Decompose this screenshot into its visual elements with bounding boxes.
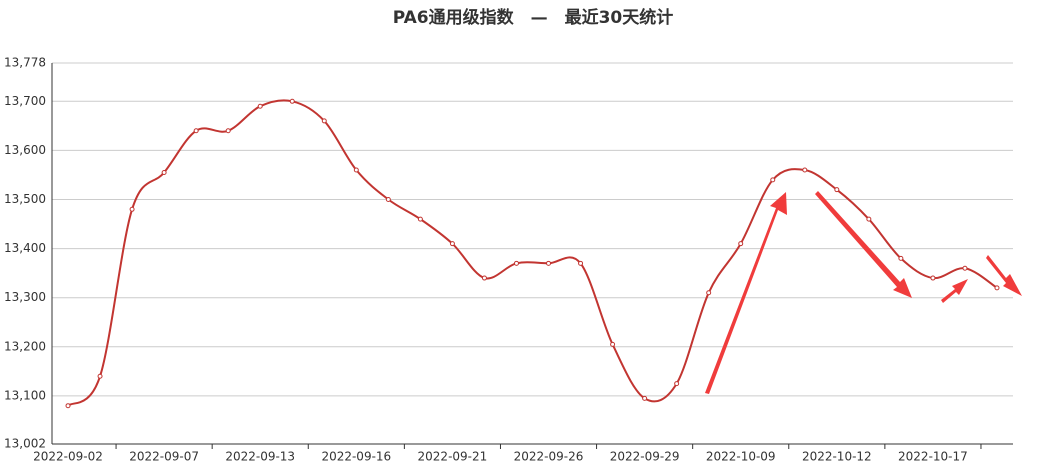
point <box>994 285 1000 291</box>
arrow <box>941 279 968 303</box>
arrow <box>986 255 1022 296</box>
point <box>129 206 135 212</box>
point <box>770 177 776 183</box>
point <box>738 241 744 247</box>
line <box>67 99 998 407</box>
point <box>321 118 327 124</box>
x-tick-label: 2022-09-13 <box>225 450 295 464</box>
y-tick-label: 13,200 <box>4 339 46 353</box>
point <box>706 290 712 296</box>
x-tick-label: 2022-09-21 <box>418 450 488 464</box>
x-tick-label: 2022-09-07 <box>129 450 199 464</box>
point <box>610 341 616 347</box>
point <box>546 260 552 266</box>
x-tick-label: 2022-09-29 <box>610 450 680 464</box>
y-tick-label: 13,600 <box>4 143 46 157</box>
y-tick-label: 13,100 <box>4 388 46 402</box>
point <box>385 196 391 202</box>
point <box>257 103 263 109</box>
x-tick-label: 2022-09-16 <box>321 450 391 464</box>
x-tick-label: 2022-09-02 <box>33 450 103 464</box>
point <box>353 167 359 173</box>
point <box>225 128 231 134</box>
annotation-arrows <box>705 191 1022 394</box>
point <box>866 216 872 222</box>
point <box>65 403 71 409</box>
point <box>962 265 968 271</box>
arrow <box>705 192 787 394</box>
point <box>674 381 680 387</box>
point <box>97 373 103 379</box>
point <box>289 98 295 104</box>
point <box>513 260 519 266</box>
y-tick-label: 13,300 <box>4 290 46 304</box>
y-tick-label: 13,500 <box>4 192 46 206</box>
point <box>642 395 648 401</box>
x-tick-label: 2022-09-26 <box>514 450 584 464</box>
point <box>417 216 423 222</box>
x-tick-label: 2022-10-09 <box>706 450 776 464</box>
point <box>578 260 584 266</box>
y-tick-label: 13,400 <box>4 241 46 255</box>
point <box>449 241 455 247</box>
y-tick-label: 13,002 <box>4 437 46 451</box>
point <box>193 128 199 134</box>
y-tick-label: 13,700 <box>4 94 46 108</box>
point <box>161 169 167 175</box>
arrow <box>815 191 912 298</box>
point <box>481 275 487 281</box>
y-tick-label: 13,778 <box>4 56 46 70</box>
point <box>898 255 904 261</box>
x-tick-label: 2022-10-17 <box>898 450 968 464</box>
point <box>834 187 840 193</box>
point <box>802 167 808 173</box>
x-tick-label: 2022-10-12 <box>802 450 872 464</box>
chart-title: PA6通用级指数 — 最近30天统计 <box>393 7 674 28</box>
point <box>930 275 936 281</box>
plot: 13,002 13,100 13,200 13,300 13,400 13,500 13,6… <box>4 56 1013 464</box>
